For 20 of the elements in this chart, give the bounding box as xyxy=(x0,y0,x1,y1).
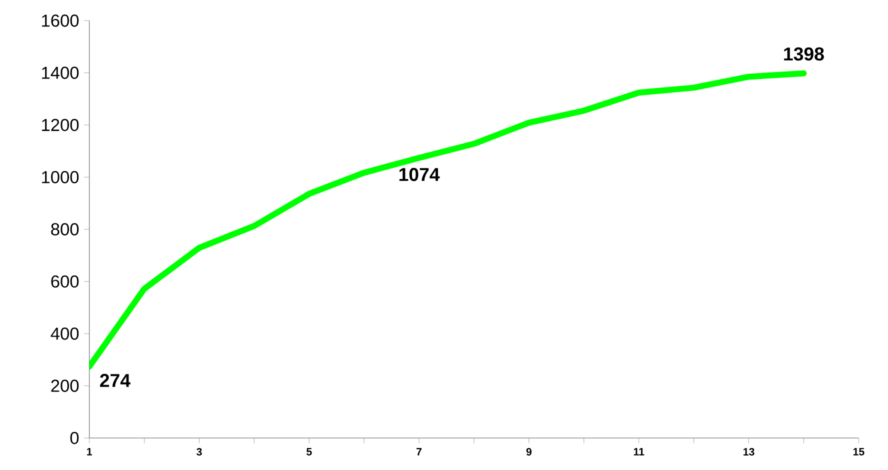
x-tick-label: 9 xyxy=(526,448,532,456)
x-tick-label: 1 xyxy=(87,448,92,456)
y-tick-label: 400 xyxy=(50,328,79,340)
x-tick-label: 11 xyxy=(634,448,644,456)
y-tick-label: 0 xyxy=(70,432,79,444)
y-tick-label: 1000 xyxy=(42,171,79,184)
data-label: 274 xyxy=(100,374,130,387)
x-tick-label: 15 xyxy=(853,448,864,456)
x-tick-label: 5 xyxy=(306,448,312,456)
y-tick-label: 600 xyxy=(51,275,79,288)
y-tick-label: 1400 xyxy=(42,66,79,79)
x-tick-label: 7 xyxy=(416,448,422,456)
data-label: 1398 xyxy=(784,47,824,61)
x-tick-label: 13 xyxy=(744,448,754,456)
x-tick-label: 3 xyxy=(196,448,202,456)
y-tick-label: 1200 xyxy=(42,118,79,132)
data-label: 1074 xyxy=(399,168,440,182)
y-tick-label: 200 xyxy=(51,380,79,392)
y-tick-label: 1600 xyxy=(42,14,79,27)
y-tick-label: 800 xyxy=(51,223,79,236)
